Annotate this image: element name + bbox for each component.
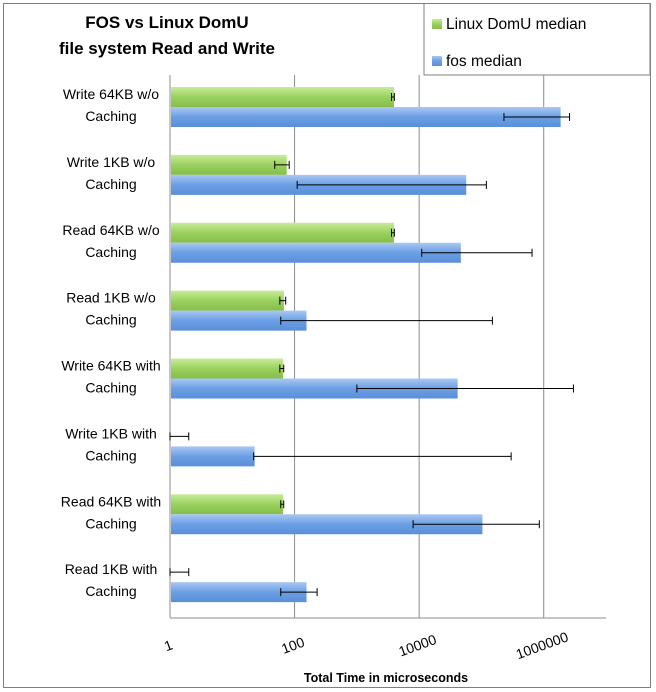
chart-title-line-1: FOS vs Linux DomU bbox=[85, 13, 248, 32]
bar-write-64kb-w-o-caching-fos bbox=[171, 107, 561, 127]
category-label-read-64kb-with-caching-line-2: Caching bbox=[85, 515, 136, 531]
category-label-write-64kb-with-caching-line-2: Caching bbox=[85, 380, 136, 396]
category-label-write-64kb-w-o-caching-line-2: Caching bbox=[85, 108, 136, 124]
category-label-read-64kb-w-o-caching-line-2: Caching bbox=[85, 244, 136, 260]
category-label-read-1kb-with-caching-line-1: Read 1KB with bbox=[65, 561, 158, 577]
bar-read-1kb-w-o-caching-fos bbox=[171, 310, 307, 331]
legend-swatch-fos bbox=[432, 56, 442, 66]
plot-area: 1 100 10000 1000000 Total Time in microsecon… bbox=[61, 75, 606, 685]
bar-write-64kb-with-caching-linux bbox=[171, 358, 284, 379]
bar-read-1kb-with-caching-fos bbox=[171, 582, 307, 603]
category-label-read-1kb-w-o-caching-line-2: Caching bbox=[85, 312, 136, 328]
x-tick-label-100: 100 bbox=[279, 634, 307, 657]
bar-write-64kb-with-caching-fos bbox=[171, 378, 458, 399]
category-label-write-1kb-with-caching-line-2: Caching bbox=[85, 447, 136, 463]
chart-title-line-2: file system Read and Write bbox=[59, 39, 275, 58]
category-label-write-64kb-w-o-caching-line-1: Write 64KB w/o bbox=[63, 86, 159, 102]
category-label-write-64kb-with-caching-line-1: Write 64KB with bbox=[61, 358, 160, 374]
category-label-read-64kb-with-caching-line-1: Read 64KB with bbox=[61, 493, 161, 509]
category-label-read-64kb-w-o-caching-line-1: Read 64KB w/o bbox=[62, 222, 159, 238]
category-label-read-1kb-with-caching-line-2: Caching bbox=[85, 583, 136, 599]
legend-box bbox=[423, 2, 651, 76]
category-label-read-1kb-w-o-caching-line-1: Read 1KB w/o bbox=[66, 290, 156, 306]
legend-label-linux: Linux DomU median bbox=[446, 16, 586, 33]
bar-read-64kb-with-caching-linux bbox=[171, 494, 284, 515]
bar-read-64kb-w-o-caching-linux bbox=[171, 222, 394, 243]
category-label-write-1kb-w-o-caching-line-2: Caching bbox=[85, 176, 136, 192]
bar-write-1kb-w-o-caching-linux bbox=[171, 154, 287, 175]
category-label-write-1kb-w-o-caching-line-1: Write 1KB w/o bbox=[67, 154, 156, 170]
x-tick-label-1000000: 1000000 bbox=[514, 628, 571, 662]
bar-write-1kb-with-caching-fos bbox=[171, 446, 255, 467]
bar-write-64kb-w-o-caching-linux bbox=[171, 87, 394, 107]
bar-chart: FOS vs Linux DomU file system Read and W… bbox=[59, 2, 651, 685]
chart-frame: FOS vs Linux DomU file system Read and W… bbox=[3, 2, 651, 688]
x-axis-title: Total Time in microseconds bbox=[304, 671, 468, 685]
category-label-write-1kb-with-caching-line-1: Write 1KB with bbox=[65, 425, 157, 441]
legend-swatch-linux bbox=[432, 19, 442, 29]
legend: Linux DomU median fos median bbox=[423, 2, 651, 76]
x-tick-label-1: 1 bbox=[162, 636, 175, 654]
legend-label-fos: fos median bbox=[446, 53, 522, 70]
bar-read-64kb-with-caching-fos bbox=[171, 514, 483, 535]
bar-read-64kb-w-o-caching-fos bbox=[171, 242, 461, 263]
bar-read-1kb-w-o-caching-linux bbox=[171, 290, 284, 311]
x-tick-label-10000: 10000 bbox=[396, 631, 438, 659]
